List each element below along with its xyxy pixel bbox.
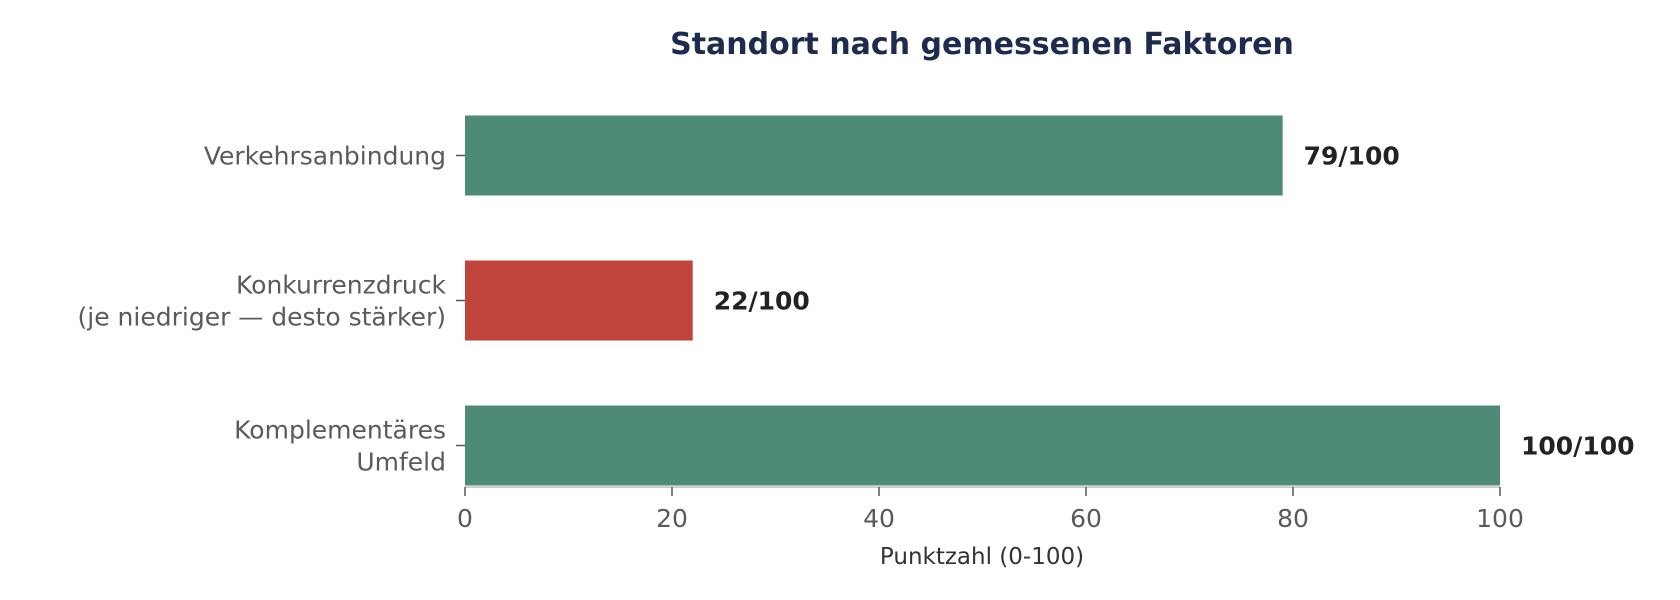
- bar-2: [465, 405, 1500, 486]
- x-tick-label-3: 60: [1070, 504, 1102, 533]
- x-tick-label-4: 80: [1277, 504, 1309, 533]
- value-labels: 79/100 22/100 100/100: [714, 142, 1635, 461]
- category-label-2: Komplementäres Umfeld: [234, 416, 446, 477]
- chart-title: Standort nach gemessenen Faktoren: [670, 27, 1294, 62]
- value-label-2: 100/100: [1521, 432, 1635, 461]
- value-label-1: 22/100: [714, 287, 810, 316]
- value-label-0: 79/100: [1304, 142, 1400, 171]
- x-tick-label-0: 0: [457, 504, 473, 533]
- x-axis-title: Punktzahl (0-100): [880, 544, 1084, 570]
- bars-layer: [465, 115, 1500, 486]
- category-labels: Verkehrsanbindung Konkurrenzdruck (je nied…: [78, 142, 447, 477]
- x-tick-label-5: 100: [1476, 504, 1524, 533]
- category-label-1: Konkurrenzdruck (je niedriger — desto stä…: [78, 271, 447, 332]
- x-tick-label-1: 20: [656, 504, 688, 533]
- bar-1: [465, 260, 693, 341]
- x-tick-label-2: 40: [863, 504, 895, 533]
- x-axis: 0 20 40 60 80 100: [456, 154, 1524, 533]
- bar-0: [465, 115, 1283, 196]
- category-label-0: Verkehrsanbindung: [204, 142, 446, 171]
